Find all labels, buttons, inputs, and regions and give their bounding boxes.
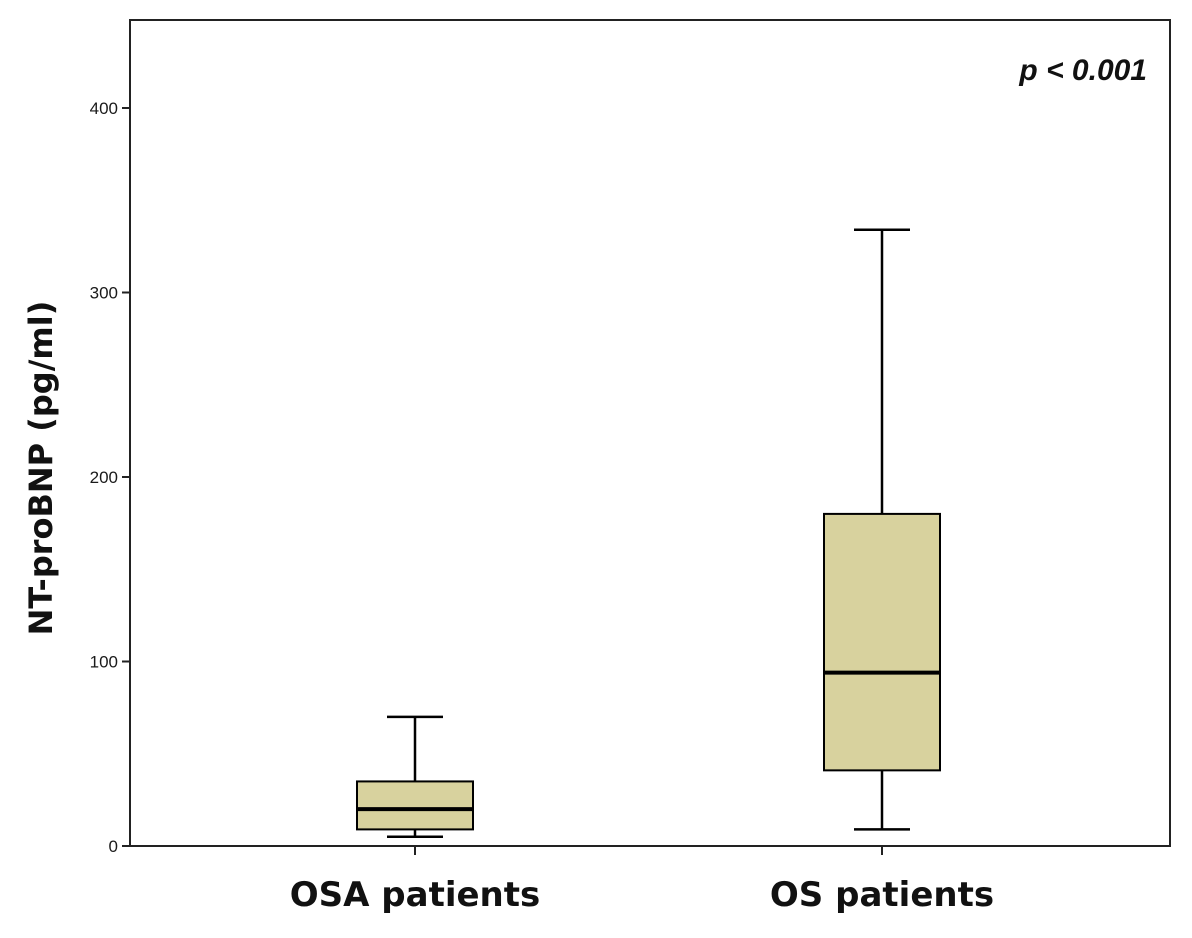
box-osa-patients <box>356 715 474 855</box>
iqr-box <box>823 512 941 772</box>
box-os-patients <box>823 228 941 855</box>
x-category-label: OS patients <box>770 875 994 915</box>
y-tick-label: 100 <box>90 653 118 672</box>
plot-frame <box>129 19 1171 847</box>
y-tick-label: 200 <box>90 468 118 487</box>
boxes <box>356 228 941 855</box>
y-tick-label: 400 <box>90 99 118 118</box>
category-labels: OSA patients OS patients <box>290 875 994 915</box>
y-axis-title: NT-proBNP (pg/ml) <box>22 301 60 636</box>
x-category-label: OSA patients <box>290 875 540 915</box>
p-value-annotation: p < 0.001 <box>1018 54 1147 87</box>
y-axis-ticks: 0 100 200 300 400 <box>90 99 130 856</box>
y-tick-label: 0 <box>109 837 118 856</box>
iqr-box <box>356 780 474 831</box>
y-tick-label: 300 <box>90 284 118 303</box>
